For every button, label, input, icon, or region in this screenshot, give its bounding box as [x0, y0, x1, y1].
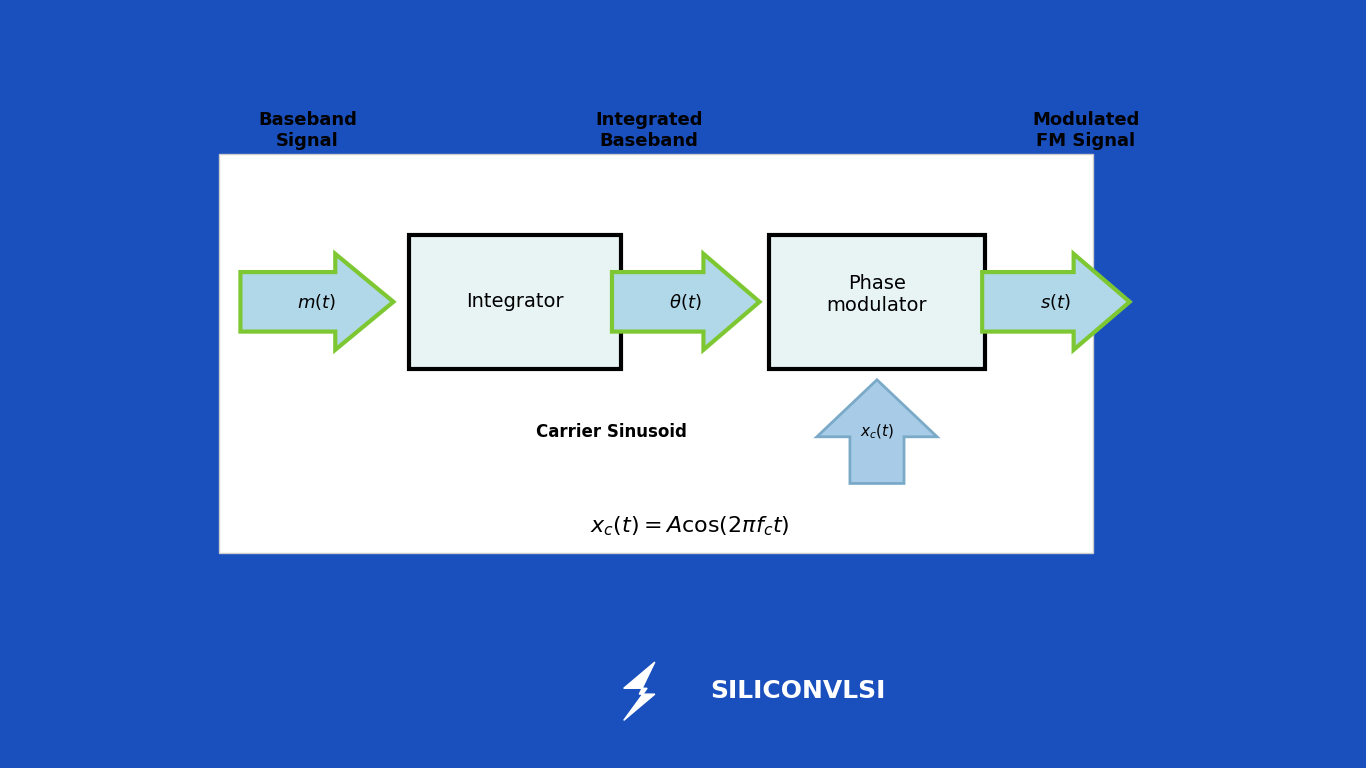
- Text: $x_c(t) = A\cos(2\pi f_c t)$: $x_c(t) = A\cos(2\pi f_c t)$: [590, 515, 790, 538]
- Text: $x_c(t)$: $x_c(t)$: [859, 422, 895, 441]
- Polygon shape: [817, 379, 937, 484]
- Polygon shape: [612, 254, 759, 350]
- Text: $\theta(t)$: $\theta(t)$: [669, 292, 702, 312]
- FancyBboxPatch shape: [408, 235, 620, 369]
- FancyBboxPatch shape: [769, 235, 985, 369]
- Polygon shape: [624, 662, 654, 720]
- Text: $m(t)$: $m(t)$: [298, 292, 336, 312]
- Text: Carrier Sinusoid: Carrier Sinusoid: [537, 422, 687, 441]
- Polygon shape: [982, 254, 1130, 350]
- Text: SILICONVLSI: SILICONVLSI: [710, 679, 885, 703]
- Text: $s(t)$: $s(t)$: [1041, 292, 1071, 312]
- Text: Modulated
FM Signal: Modulated FM Signal: [1033, 111, 1139, 150]
- Text: Phase
modulator: Phase modulator: [826, 273, 928, 315]
- FancyBboxPatch shape: [219, 154, 1093, 553]
- Text: Baseband
Signal: Baseband Signal: [258, 111, 357, 150]
- Text: Integrator: Integrator: [466, 293, 564, 311]
- Text: Integrated
Baseband: Integrated Baseband: [596, 111, 702, 150]
- Polygon shape: [240, 254, 393, 350]
